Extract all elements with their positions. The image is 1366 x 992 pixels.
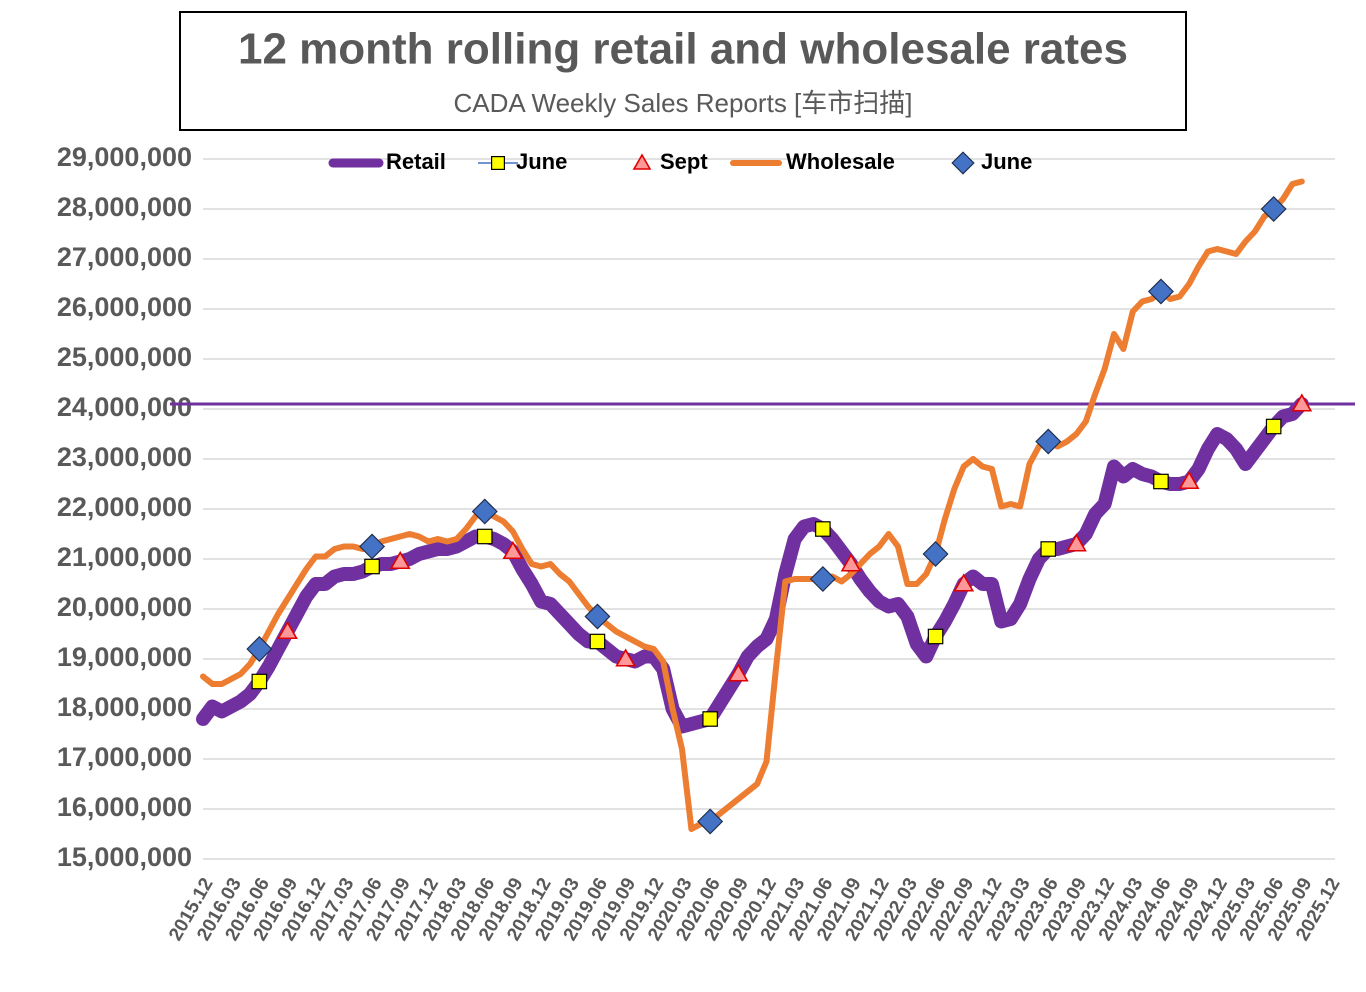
y-tick-label: 24,000,000 — [57, 392, 192, 422]
marker-diamond — [951, 151, 975, 175]
marker-diamond — [1035, 428, 1062, 455]
marker-triangle — [953, 573, 975, 592]
y-tick-label: 23,000,000 — [57, 442, 192, 472]
marker-diamond — [809, 566, 836, 592]
marker-diamond — [246, 636, 273, 662]
marker-triangle — [389, 550, 411, 570]
marker-diamond — [471, 498, 498, 525]
marker-square — [476, 528, 493, 545]
marker-square — [491, 156, 506, 171]
line-series — [200, 178, 1305, 832]
marker-square — [927, 628, 944, 645]
chart-subtitle: CADA Weekly Sales Reports [车市扫描] — [454, 88, 913, 118]
y-tick-label: 15,000,000 — [57, 842, 192, 872]
marker-triangle — [277, 620, 298, 640]
marker-square — [1040, 541, 1057, 557]
marker-triangle — [1066, 533, 1087, 552]
marker-triangle — [727, 663, 749, 682]
marker-diamond — [584, 603, 611, 630]
y-tick-label: 28,000,000 — [57, 192, 192, 222]
marker-square — [364, 558, 380, 575]
legend-label: Wholesale — [786, 149, 895, 174]
line-series — [196, 397, 1309, 734]
marker-diamond — [1147, 278, 1174, 305]
marker-square — [251, 673, 268, 690]
marker-square — [589, 633, 606, 650]
marker-diamond — [359, 533, 386, 560]
y-tick-label: 22,000,000 — [57, 492, 192, 522]
marker-square — [815, 521, 831, 537]
marker-triangle — [1291, 393, 1313, 412]
y-tick-label: 27,000,000 — [57, 242, 192, 272]
y-tick-label: 29,000,000 — [57, 142, 192, 172]
y-tick-label: 25,000,000 — [57, 342, 192, 372]
marker-triangle — [1178, 470, 1200, 490]
chart-title: 12 month rolling retail and wholesale ra… — [238, 25, 1128, 74]
y-tick-label: 21,000,000 — [57, 542, 192, 572]
y-tick-label: 19,000,000 — [57, 642, 192, 672]
legend-label: Sept — [660, 149, 708, 174]
marker-triangle — [840, 553, 862, 572]
title-box — [179, 11, 1187, 131]
legend-label: Retail — [386, 149, 446, 174]
marker-diamond — [1260, 196, 1287, 222]
legend-label: June — [981, 149, 1032, 174]
marker-diamond — [697, 808, 724, 835]
legend-label: June — [516, 149, 567, 174]
marker-triangle — [632, 153, 652, 170]
y-tick-label: 20,000,000 — [57, 592, 192, 622]
y-tick-label: 16,000,000 — [57, 792, 192, 822]
marker-diamond — [922, 541, 949, 567]
marker-square — [702, 711, 718, 727]
marker-triangle — [615, 648, 637, 667]
y-tick-label: 18,000,000 — [57, 692, 192, 722]
marker-triangle — [502, 540, 524, 560]
y-tick-label: 26,000,000 — [57, 292, 192, 322]
y-tick-label: 17,000,000 — [57, 742, 192, 772]
marker-square — [1153, 473, 1169, 490]
marker-square — [1265, 418, 1282, 435]
